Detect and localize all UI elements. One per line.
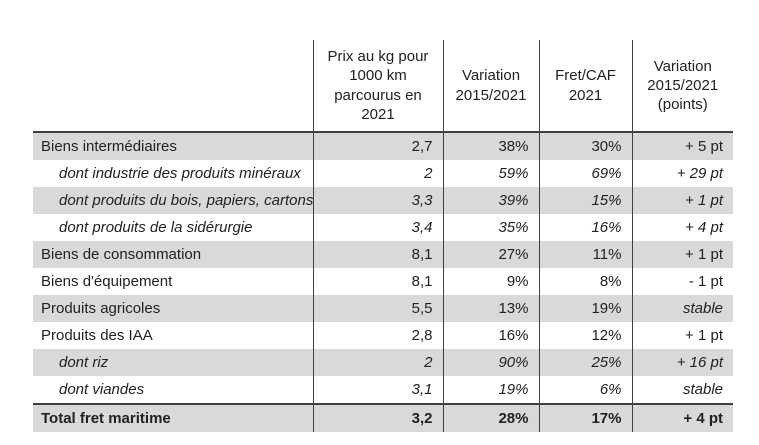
value-cell: stable [631,295,733,322]
column-header-variation: Variation 2015/2021 [442,40,539,132]
value-cell: + 29 pt [631,160,733,187]
row-label: Biens de consommation [41,246,202,263]
row-label: dont viandes [59,381,145,398]
row-label: dont industrie des produits minéraux [59,165,301,182]
freight-table-container: Prix au kg pour 1000 km parcourus en 202… [33,40,733,432]
value-cell: 3,1 [312,376,443,404]
column-header-variation-points: Variation 2015/2021 (points) [631,40,733,132]
value-cell: 25% [538,349,632,376]
table-row: Produits agricoles 5,5 13% 19% stable [33,295,733,322]
row-label: dont produits de la sidérurgie [59,219,253,236]
row-label: Total fret maritime [41,410,171,427]
value-cell: + 16 pt [631,349,733,376]
value-cell: - 1 pt [631,268,733,295]
header-row: Prix au kg pour 1000 km parcourus en 202… [33,40,733,132]
value-cell: 8% [538,268,632,295]
value-cell: 5,5 [312,295,443,322]
value-cell: 90% [442,349,539,376]
value-cell: 16% [538,214,632,241]
value-cell: 59% [442,160,539,187]
value-cell: 6% [538,376,632,404]
value-cell: 16% [442,322,539,349]
value-cell: + 4 pt [631,214,733,241]
row-label: Produits agricoles [41,300,161,317]
row-label: Biens intermédiaires [41,138,177,155]
value-cell: 19% [442,376,539,404]
value-cell: 28% [442,404,539,432]
value-cell: 69% [538,160,632,187]
freight-price-table: Prix au kg pour 1000 km parcourus en 202… [33,40,733,432]
value-cell: 3,2 [312,404,443,432]
table-row: Biens de consommation 8,1 27% 11% + 1 pt [33,241,733,268]
value-cell: 17% [538,404,632,432]
value-cell: + 1 pt [631,187,733,214]
value-cell: + 5 pt [631,132,733,160]
value-cell: 2,8 [312,322,443,349]
table-row: Total fret maritime 3,2 28% 17% + 4 pt [33,404,733,432]
row-label: Produits des IAA [41,327,153,344]
value-cell: 19% [538,295,632,322]
value-cell: stable [631,376,733,404]
value-cell: 30% [538,132,632,160]
column-header-fret-caf: Fret/CAF 2021 [538,40,632,132]
value-cell: 2 [312,160,443,187]
table-row: dont produits de la sidérurgie 3,4 35% 16% +… [33,214,733,241]
row-label: dont riz [59,354,109,371]
value-cell: 11% [538,241,632,268]
table-row: Biens d'équipement 8,1 9% 8% - 1 pt [33,268,733,295]
value-cell: 8,1 [312,268,443,295]
row-label: dont produits du bois, papiers, cartons [59,192,313,209]
value-cell: 27% [442,241,539,268]
value-cell: 9% [442,268,539,295]
value-cell: 2 [312,349,443,376]
row-label: Biens d'équipement [41,273,173,290]
value-cell: 12% [538,322,632,349]
value-cell: 8,1 [312,241,443,268]
value-cell: 3,4 [312,214,443,241]
table-row: Biens intermédiaires 2,7 38% 30% + 5 pt [33,132,733,160]
table-row: dont produits du bois, papiers, cartons 3… [33,187,733,214]
value-cell: 3,3 [312,187,443,214]
row-header-spacer [33,40,313,132]
table-row: dont viandes 3,1 19% 6% stable [33,376,733,404]
table-row: dont industrie des produits minéraux 2 59%… [33,160,733,187]
value-cell: + 1 pt [631,322,733,349]
value-cell: 2,7 [312,132,443,160]
value-cell: 39% [442,187,539,214]
column-header-prix: Prix au kg pour 1000 km parcourus en 202… [312,40,443,132]
table-row: Produits des IAA 2,8 16% 12% + 1 pt [33,322,733,349]
value-cell: + 1 pt [631,241,733,268]
value-cell: 15% [538,187,632,214]
value-cell: 13% [442,295,539,322]
table-row: dont riz 2 90% 25% + 16 pt [33,349,733,376]
value-cell: 38% [442,132,539,160]
value-cell: 35% [442,214,539,241]
value-cell: + 4 pt [631,404,733,432]
